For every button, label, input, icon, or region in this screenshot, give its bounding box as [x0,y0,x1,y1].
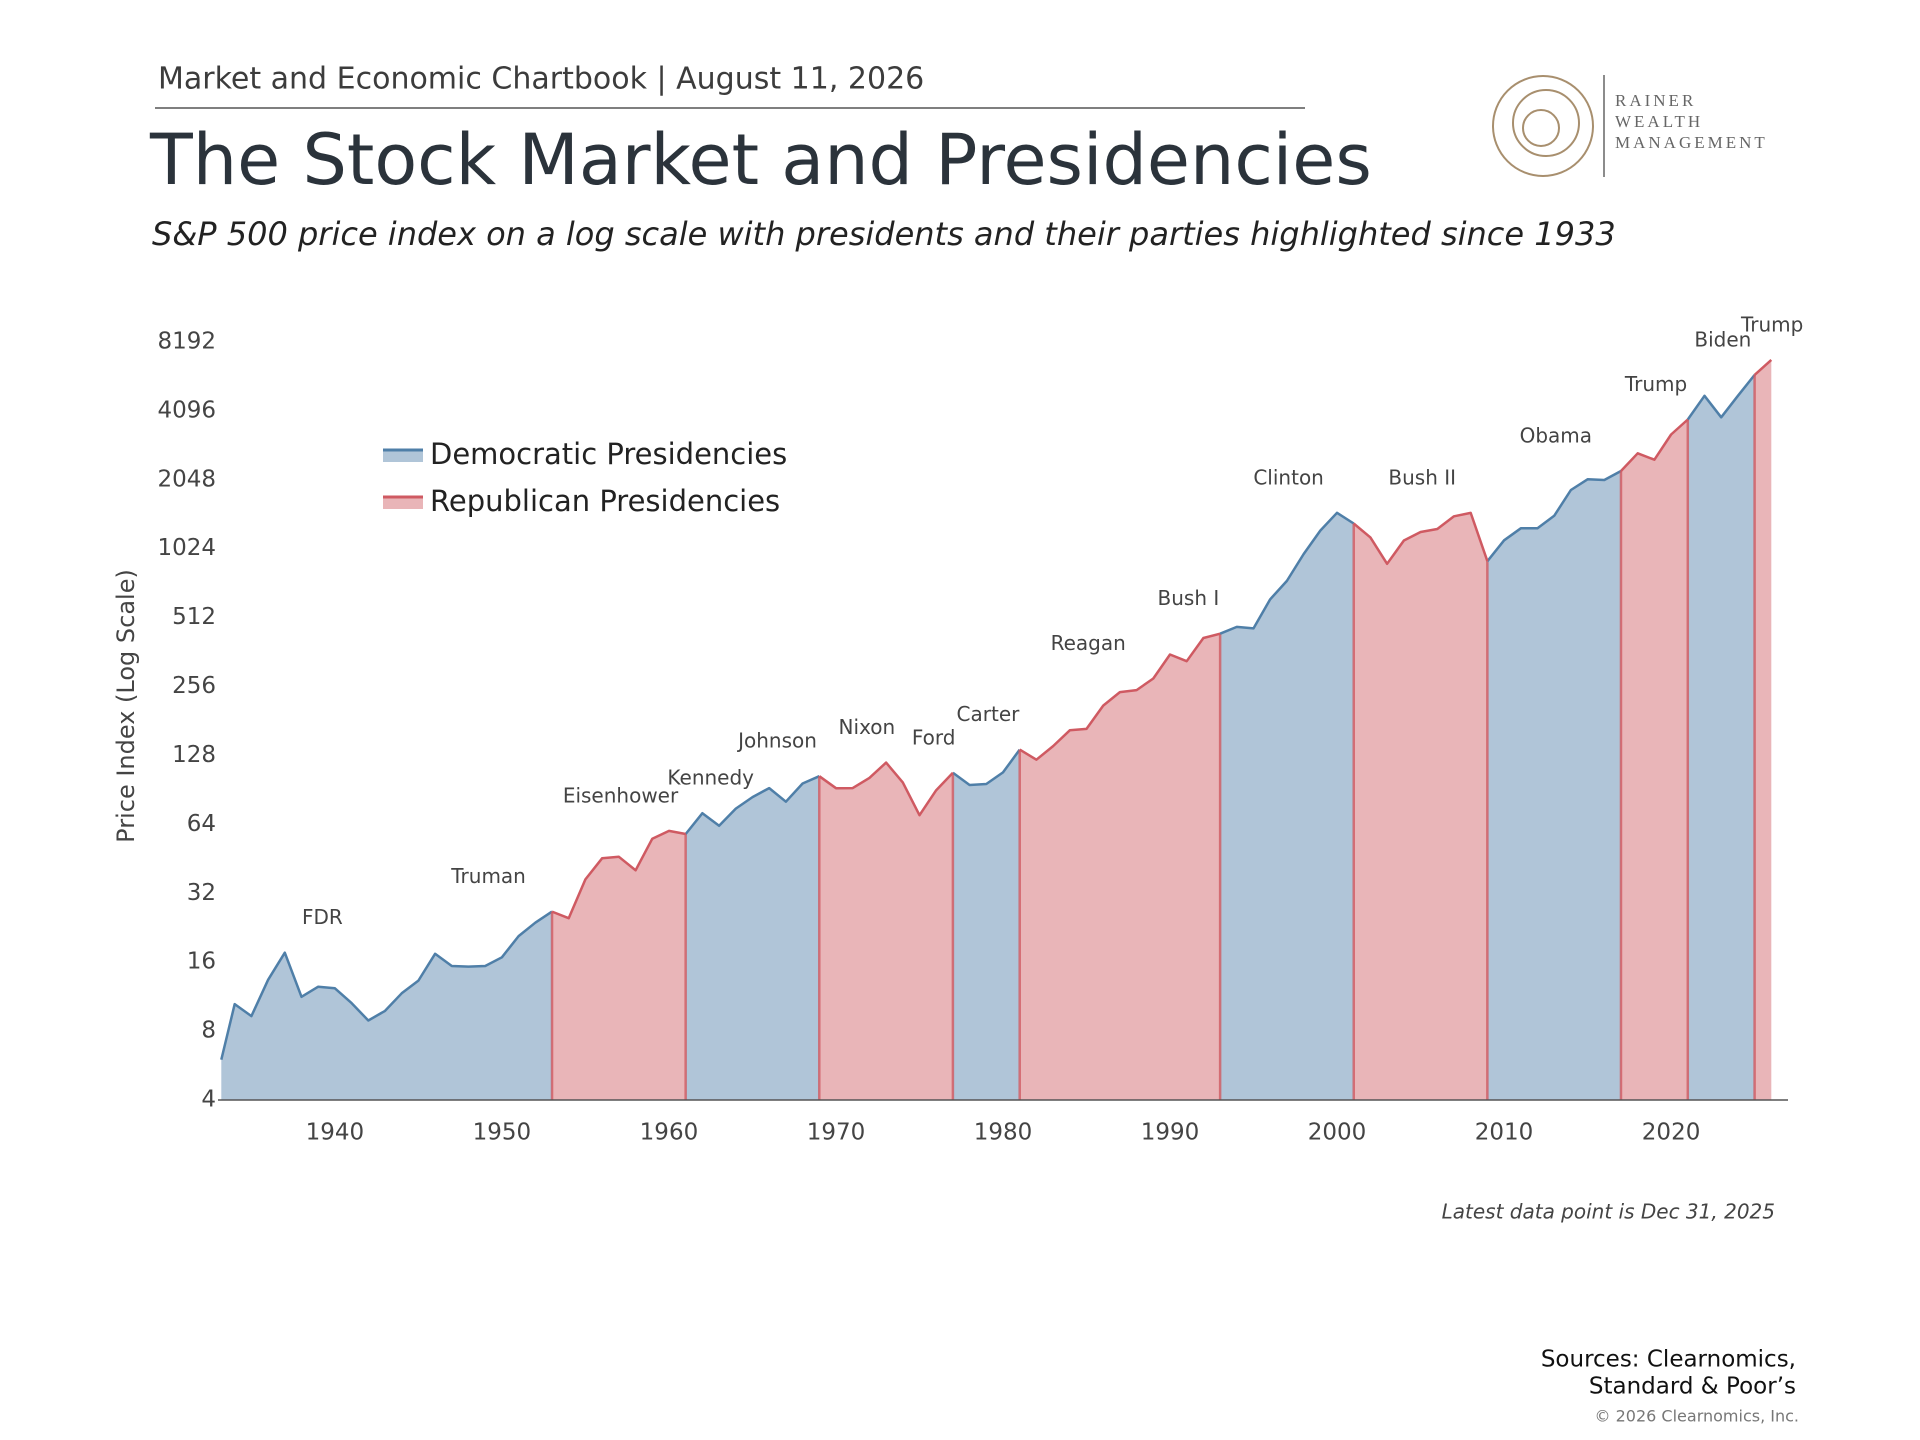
president-label: FDR [302,905,343,929]
logo-text: MANAGEMENT [1615,133,1768,152]
x-tick-label: 2020 [1642,1120,1701,1146]
legend-label: Democratic Presidencies [430,437,787,471]
x-tick-label: 1980 [974,1120,1033,1146]
data-note: Latest data point is Dec 31, 2025 [1442,1200,1775,1224]
chart-title: The Stock Market and Presidencies [149,119,1372,201]
president-label: Trump [1624,372,1687,396]
x-tick-label: 1970 [807,1120,866,1146]
chart-subtitle: S&P 500 price index on a log scale with … [152,215,1616,253]
logo-ring [1492,75,1594,177]
president-label: Clinton [1253,465,1324,489]
y-tick-label: 512 [172,604,216,630]
president-label: Trump [1740,312,1803,336]
y-tick-label: 2048 [157,466,216,492]
president-label: Eisenhower [563,783,679,807]
x-tick-label: 2000 [1308,1120,1367,1146]
president-label: Truman [450,864,526,888]
y-tick-label: 4 [201,1087,216,1113]
copyright: © 2026 Clearnomics, Inc. [1595,1407,1799,1426]
area [221,374,1755,1100]
president-label: Reagan [1051,631,1126,655]
president-label: Kennedy [667,766,754,790]
president-label: Bush II [1388,465,1456,489]
x-tick-label: 1950 [473,1120,532,1146]
y-tick-label: 4096 [157,397,216,423]
y-tick-label: 64 [187,811,216,837]
y-axis-title: Price Index (Log Scale) [112,569,140,843]
legend-label: Republican Presidencies [430,484,780,518]
x-tick-label: 1990 [1141,1120,1200,1146]
y-tick-label: 1024 [157,535,216,561]
logo-ring [1512,89,1580,157]
y-tick-label: 256 [172,673,216,699]
president-label: Carter [957,702,1021,726]
y-tick-label: 32 [187,880,216,906]
legend-swatch [383,497,423,509]
y-tick-label: 128 [172,742,216,768]
line [551,358,1773,920]
legend-swatch [383,450,423,462]
sources: Standard & Poor’s [1589,1374,1796,1400]
x-tick-label: 2010 [1475,1120,1534,1146]
line [220,374,1756,1060]
x-tick-label: 1940 [306,1120,365,1146]
president-label: Nixon [839,715,896,739]
president-label: Johnson [736,729,817,753]
president-label: Ford [912,725,956,749]
kicker: Market and Economic Chartbook | August 1… [158,62,924,97]
president-label: Obama [1520,423,1592,447]
x-tick-label: 1960 [640,1120,699,1146]
sources: Sources: Clearnomics, [1541,1347,1796,1373]
logo-text: RAINER [1615,91,1696,110]
y-tick-label: 16 [187,949,216,975]
logo [1492,75,1605,177]
logo-text: WEALTH [1615,112,1703,131]
y-tick-label: 8 [201,1018,216,1044]
president-label: Bush I [1158,586,1220,610]
president-label: Biden [1694,327,1751,351]
logo-ring [1522,109,1560,147]
y-tick-label: 8192 [157,329,216,355]
area [552,359,1772,1100]
